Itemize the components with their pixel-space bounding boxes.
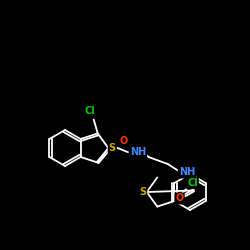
Text: S: S: [139, 187, 146, 197]
Text: S: S: [109, 143, 116, 153]
Text: Cl: Cl: [84, 106, 95, 117]
Text: NH: NH: [179, 168, 195, 177]
Text: O: O: [176, 194, 184, 203]
Text: Cl: Cl: [187, 178, 198, 188]
Text: O: O: [120, 136, 128, 146]
Text: NH: NH: [130, 147, 146, 157]
